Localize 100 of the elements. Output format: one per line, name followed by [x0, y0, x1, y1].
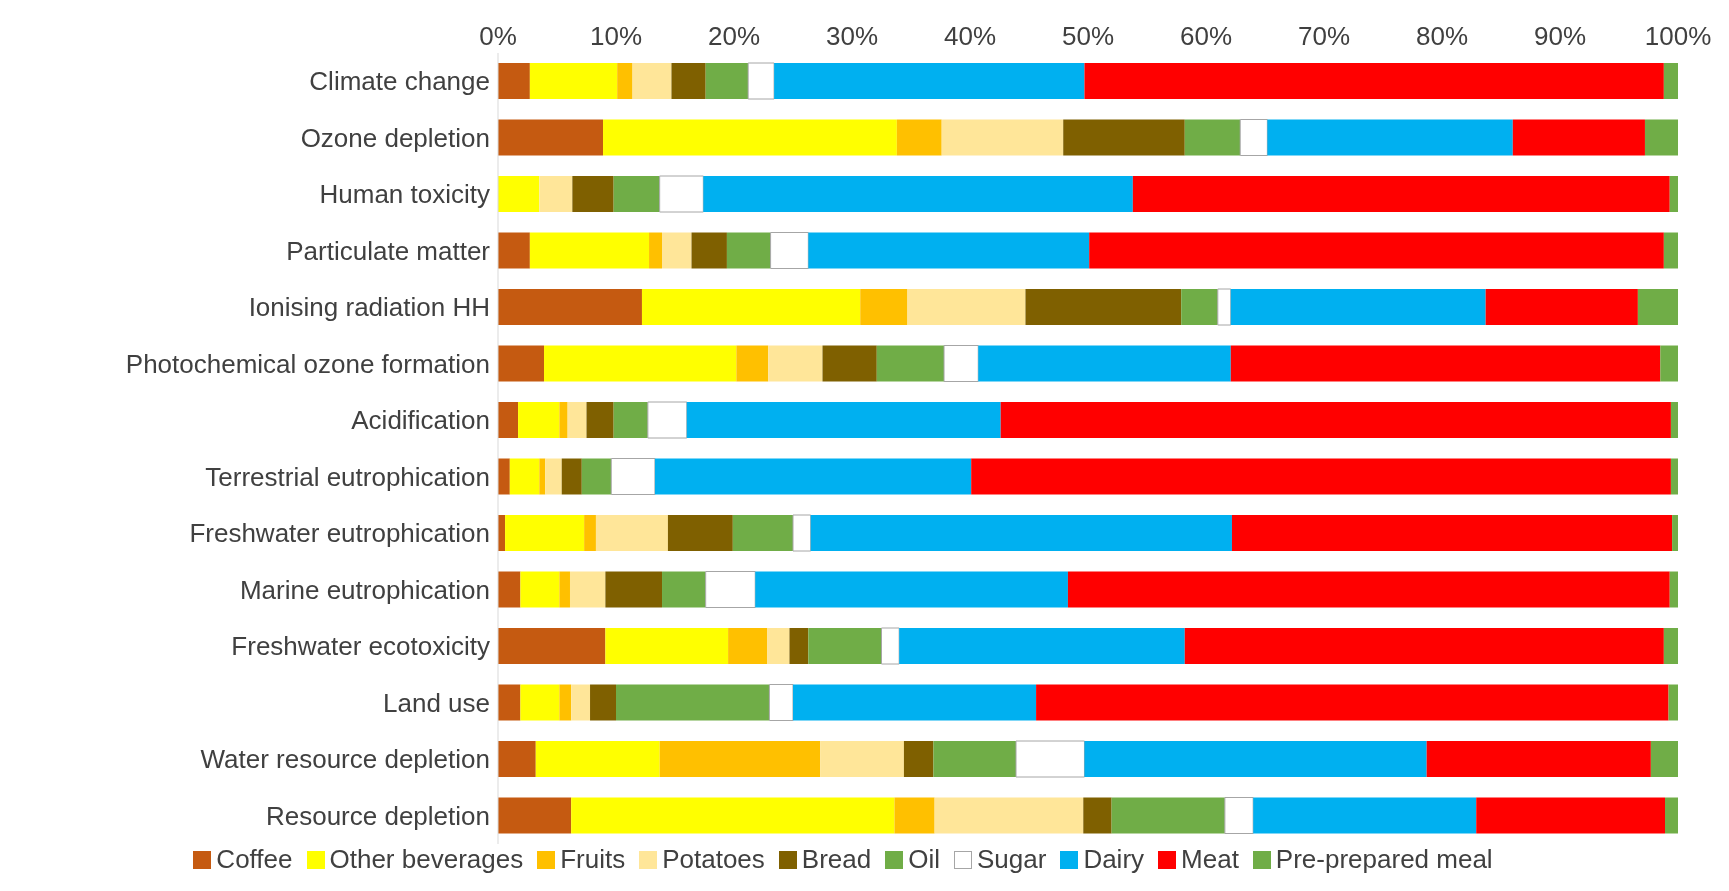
bar: [1663, 63, 1678, 99]
legend-label: Meat: [1180, 844, 1239, 875]
bar: [559, 402, 568, 438]
bar: [498, 289, 642, 325]
bar: [1512, 119, 1645, 156]
bar: [1672, 515, 1678, 551]
y-tick-label: Water resource depletion: [200, 744, 490, 775]
bar: [1067, 571, 1670, 608]
bar: [654, 458, 972, 495]
bar: [726, 232, 771, 269]
bar: [1485, 289, 1638, 325]
bar: [595, 515, 668, 551]
x-tick-label: 60%: [1179, 21, 1233, 51]
bar: [1668, 684, 1678, 721]
legend-label: Potatoes: [661, 844, 765, 875]
bar: [705, 571, 756, 608]
bar: [662, 232, 692, 269]
legend-label: Sugar: [976, 844, 1047, 875]
bar: [1665, 797, 1678, 834]
legend-label: Bread: [800, 844, 872, 875]
bar: [520, 684, 560, 721]
bar: [571, 797, 895, 834]
bar: [943, 345, 979, 382]
bar: [1669, 176, 1678, 212]
bar: [899, 628, 1185, 664]
y-tick-label: Particulate matter: [286, 235, 491, 266]
bar: [659, 175, 704, 213]
bar: [907, 289, 1026, 325]
bar: [498, 402, 519, 438]
bar: [732, 515, 793, 551]
bar: [1089, 232, 1664, 269]
x-tick-label: 80%: [1415, 21, 1469, 51]
bar: [498, 684, 521, 721]
y-tick-label: Terrestrial eutrophication: [205, 461, 490, 492]
x-tick-label: 40%: [943, 21, 997, 51]
bar: [529, 63, 618, 99]
bar: [768, 345, 823, 382]
bar: [603, 119, 897, 156]
y-tick-label: Freshwater ecotoxicity: [231, 631, 490, 662]
legend-label: Dairy: [1082, 844, 1145, 875]
x-tick-label: 50%: [1061, 21, 1115, 51]
bar: [617, 63, 633, 99]
x-tick-label: 100%: [1644, 21, 1712, 51]
bar: [691, 232, 727, 269]
bar: [1000, 402, 1671, 438]
bar: [659, 741, 821, 777]
legend-label: Coffee: [215, 844, 293, 875]
y-tick-label: Ozone depletion: [300, 122, 490, 153]
bar: [671, 63, 706, 99]
bar: [903, 741, 934, 777]
bar: [559, 684, 572, 721]
bar: [498, 63, 530, 99]
bar: [613, 402, 648, 438]
bar: [498, 628, 606, 664]
bar: [667, 515, 733, 551]
bar: [569, 571, 606, 608]
bar: [498, 345, 545, 382]
bar: [1184, 119, 1241, 156]
bar: [545, 458, 562, 495]
bar: [590, 684, 616, 721]
bar: [1184, 628, 1664, 664]
bar: [1267, 119, 1513, 156]
bar: [933, 741, 1017, 777]
y-tick-label: Freshwater eutrophication: [189, 518, 490, 549]
y-tick-label: Photochemical ozone formation: [125, 348, 490, 379]
bar: [703, 176, 1133, 212]
bar: [896, 119, 942, 156]
legend-label: Oil: [907, 844, 940, 875]
x-tick-label: 10%: [589, 21, 643, 51]
y-tick-label: Resource depletion: [265, 800, 490, 831]
bar: [1637, 289, 1678, 325]
bar: [1663, 628, 1678, 664]
bar: [586, 402, 614, 438]
bar: [971, 458, 1671, 495]
bar: [808, 628, 882, 664]
bar: [498, 176, 540, 212]
bar: [941, 119, 1064, 156]
bar: [616, 684, 770, 721]
bar: [792, 514, 812, 552]
bar: [613, 176, 660, 212]
bar: [894, 797, 935, 834]
bar: [1476, 797, 1666, 834]
y-tick-label: Marine eutrophication: [239, 574, 490, 605]
bar: [610, 458, 656, 495]
bar: [1230, 345, 1661, 382]
x-tick-label: 20%: [707, 21, 761, 51]
bar: [1663, 232, 1678, 269]
y-tick-label: Ionising radiation HH: [248, 292, 490, 323]
bar: [1217, 288, 1232, 326]
bar: [1036, 684, 1669, 721]
bar: [498, 232, 530, 269]
bar: [535, 741, 660, 777]
bar: [561, 458, 582, 495]
bar: [544, 345, 737, 382]
bar: [662, 571, 706, 608]
bar: [789, 628, 809, 664]
bar: [1084, 741, 1427, 777]
bar: [860, 289, 908, 325]
bar: [509, 458, 540, 495]
y-tick-label: Acidification: [351, 405, 490, 436]
